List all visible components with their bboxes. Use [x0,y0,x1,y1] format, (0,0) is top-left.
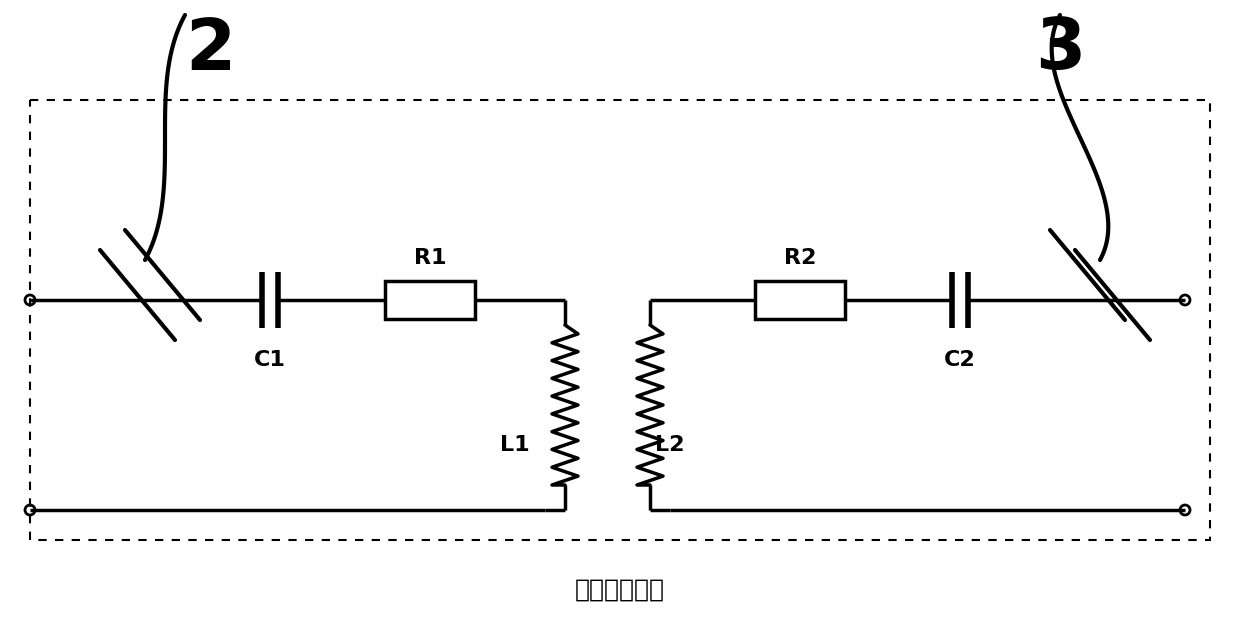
Text: 2: 2 [185,15,236,85]
Text: R1: R1 [414,248,446,268]
Bar [755,281,844,319]
Text: L2: L2 [655,435,684,455]
Text: C2: C2 [944,350,976,370]
Text: R2: R2 [784,248,816,268]
Text: C1: C1 [254,350,286,370]
Text: L1: L1 [501,435,529,455]
Text: 3: 3 [1035,15,1085,85]
Bar [30,100,1210,540]
Text: 中间储能电路: 中间储能电路 [575,578,665,602]
Bar [384,281,475,319]
